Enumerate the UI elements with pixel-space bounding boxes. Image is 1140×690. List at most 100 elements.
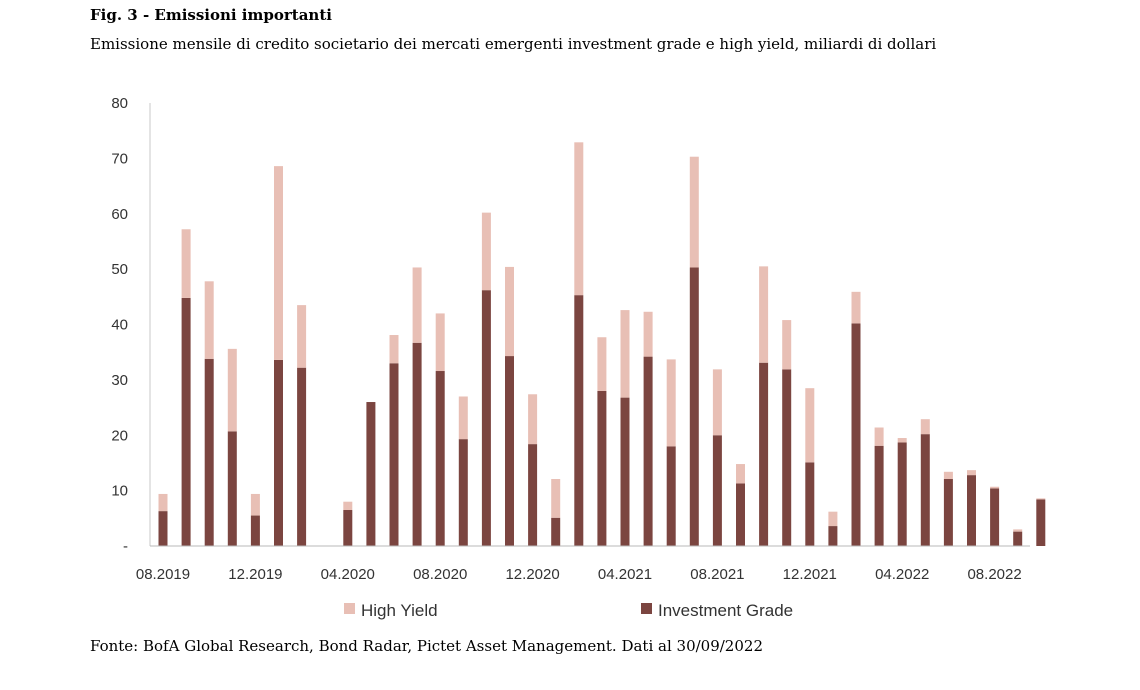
bar-investment-grade	[990, 488, 1000, 546]
bar-investment-grade	[943, 478, 953, 546]
bar-investment-grade	[181, 297, 191, 546]
bar-high-yield	[1036, 498, 1046, 500]
bar-high-yield	[158, 493, 168, 512]
bar-investment-grade	[897, 442, 907, 546]
bar-high-yield	[620, 310, 630, 398]
bar-investment-grade	[435, 371, 445, 546]
bar-high-yield	[435, 313, 445, 372]
bar-high-yield	[274, 166, 283, 360]
bar-investment-grade	[643, 356, 653, 546]
bar-investment-grade	[967, 475, 976, 546]
bar-investment-grade	[505, 356, 514, 546]
bar-investment-grade	[250, 515, 260, 546]
bar-high-yield	[389, 335, 399, 364]
x-tick-label: 08.2019	[136, 566, 190, 583]
bar-high-yield	[920, 419, 930, 435]
legend: High Yield Investment Grade	[344, 601, 793, 620]
x-tick-label: 08.2020	[413, 566, 467, 583]
y-tick-label: 60	[111, 206, 128, 223]
bar-investment-grade	[736, 483, 745, 546]
bar-investment-grade	[851, 323, 861, 546]
bar-investment-grade	[712, 435, 722, 546]
bar-high-yield	[528, 394, 538, 445]
y-tick-label: 50	[111, 261, 128, 278]
bar-high-yield	[805, 388, 815, 463]
bar-high-yield	[874, 427, 884, 446]
bar-high-yield	[505, 266, 514, 357]
bar-high-yield	[990, 486, 1000, 489]
legend-swatch-investment-grade	[641, 603, 652, 614]
figure-subtitle: Emissione mensile di credito societario …	[90, 35, 937, 53]
bar-high-yield	[227, 348, 237, 432]
x-tick-label: 12.2020	[505, 566, 559, 583]
y-tick-label: 70	[111, 150, 128, 167]
figure-title: Fig. 3 - Emissioni importanti	[90, 6, 332, 24]
bar-high-yield	[851, 291, 861, 324]
bar-high-yield	[897, 438, 907, 443]
bar-high-yield	[343, 501, 353, 511]
bar-investment-grade	[620, 397, 630, 546]
bar-investment-grade	[343, 510, 353, 546]
bar-high-yield	[297, 305, 307, 368]
y-tick-label: 40	[111, 317, 128, 334]
bar-investment-grade	[1036, 499, 1046, 546]
x-tick-label: 12.2021	[783, 566, 837, 583]
bar-investment-grade	[920, 434, 930, 546]
x-tick-label: 12.2019	[228, 566, 282, 583]
bar-investment-grade	[204, 358, 214, 546]
bar-high-yield	[1013, 529, 1023, 532]
x-tick-label: 04.2021	[598, 566, 652, 583]
bar-high-yield	[643, 311, 653, 357]
bar-investment-grade	[528, 444, 538, 546]
bar-high-yield	[943, 471, 953, 479]
bar-investment-grade	[782, 369, 792, 546]
bar-investment-grade	[158, 511, 168, 546]
legend-label-investment-grade: Investment Grade	[658, 601, 793, 620]
y-tick-label: 10	[111, 483, 128, 500]
bar-investment-grade	[689, 267, 699, 546]
y-tick-label: 30	[111, 372, 128, 389]
bar-investment-grade	[458, 439, 468, 546]
bar-high-yield	[250, 493, 260, 516]
bar-high-yield	[782, 320, 792, 370]
bars	[158, 142, 1046, 546]
bar-high-yield	[689, 156, 699, 268]
bar-investment-grade	[227, 431, 237, 546]
figure-source: Fonte: BofA Global Research, Bond Radar,…	[90, 637, 763, 655]
x-tick-label: 04.2022	[875, 566, 929, 583]
bar-investment-grade	[412, 342, 422, 546]
bar-investment-grade	[666, 446, 676, 546]
legend-label-high-yield: High Yield	[361, 601, 438, 620]
bar-high-yield	[759, 266, 769, 363]
bar-high-yield	[666, 359, 676, 447]
bar-investment-grade	[481, 290, 491, 546]
bar-high-yield	[412, 267, 422, 343]
bar-high-yield	[828, 511, 838, 527]
x-tick-label: 08.2022	[967, 566, 1021, 583]
bar-high-yield	[736, 464, 745, 484]
bar-high-yield	[597, 337, 607, 391]
bar-high-yield	[551, 478, 561, 518]
bar-investment-grade	[297, 367, 307, 546]
bar-investment-grade	[1013, 531, 1023, 546]
bar-investment-grade	[805, 462, 815, 546]
x-axis: 08.2019 12.2019 04.2020 08.2020 12.2020 04.20…	[136, 566, 1022, 583]
x-tick-label: 04.2020	[321, 566, 375, 583]
y-tick-label: 80	[111, 95, 128, 112]
bar-investment-grade	[551, 517, 561, 546]
bar-investment-grade	[828, 526, 838, 546]
bar-investment-grade	[874, 445, 884, 546]
bar-high-yield	[204, 281, 214, 359]
bar-investment-grade	[597, 390, 607, 546]
bar-high-yield	[181, 229, 191, 298]
bar-high-yield	[712, 369, 722, 436]
bar-investment-grade	[389, 363, 399, 546]
bar-high-yield	[967, 470, 976, 476]
bar-high-yield	[458, 396, 468, 440]
bar-investment-grade	[274, 359, 283, 546]
bar-high-yield	[481, 212, 491, 291]
y-tick-label: 20	[111, 427, 128, 444]
x-tick-label: 08.2021	[690, 566, 744, 583]
y-axis: - 10 20 30 40 50 60 70 80	[111, 95, 151, 555]
